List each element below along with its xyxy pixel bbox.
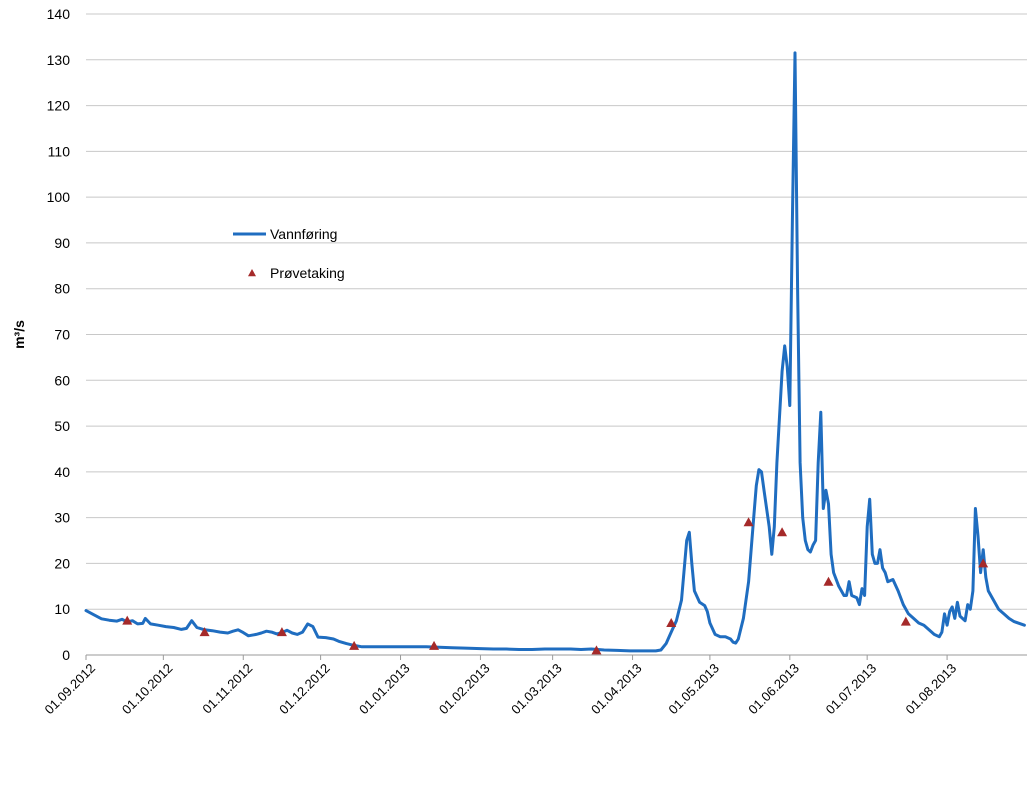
x-tick-label: 01.12.2012 <box>276 661 333 718</box>
x-tick-label: 01.01.2013 <box>356 661 413 718</box>
y-tick-label: 10 <box>54 601 70 617</box>
x-tick-label: 01.02.2013 <box>436 661 493 718</box>
legend-label-provetaking: Prøvetaking <box>270 265 345 281</box>
x-tick-labels: 01.09.2012 01.10.2012 01.11.2012 01.12.2012… <box>41 655 959 717</box>
sample-marker <box>429 640 440 650</box>
sample-marker <box>978 558 989 568</box>
sample-marker <box>349 640 360 650</box>
y-tick-label: 60 <box>54 372 70 388</box>
legend: Vannføring Prøvetaking <box>233 226 345 281</box>
y-tick-label: 80 <box>54 281 70 297</box>
legend-marker-swatch <box>248 269 256 277</box>
x-tick-label: 01.07.2013 <box>823 661 880 718</box>
x-tick-label: 01.05.2013 <box>665 661 722 718</box>
series-provetaking <box>122 517 989 655</box>
y-tick-label: 20 <box>54 555 70 571</box>
legend-label-vannforing: Vannføring <box>270 226 337 242</box>
sample-marker <box>743 517 754 527</box>
y-tick-label: 40 <box>54 464 70 480</box>
x-tick-label: 01.10.2012 <box>119 661 176 718</box>
sample-marker <box>823 576 834 586</box>
y-tick-label: 140 <box>47 6 71 22</box>
sample-marker <box>591 645 602 655</box>
sample-marker <box>900 616 911 626</box>
y-tick-label: 130 <box>47 52 71 68</box>
x-tick-label: 01.03.2013 <box>508 661 565 718</box>
sample-marker <box>276 627 287 637</box>
y-tick-label: 90 <box>54 235 70 251</box>
x-tick-label: 01.09.2012 <box>41 661 98 718</box>
y-axis-label: m³/s <box>11 320 27 349</box>
x-tick-label: 01.06.2013 <box>745 661 802 718</box>
y-tick-labels: 0 10 20 30 40 50 60 70 80 90 100 110 120 130 140 <box>47 6 71 663</box>
y-tick-label: 100 <box>47 189 71 205</box>
sample-marker <box>122 615 133 625</box>
sample-marker <box>199 627 210 637</box>
y-tick-label: 70 <box>54 327 70 343</box>
y-tick-label: 0 <box>62 647 70 663</box>
y-tick-label: 110 <box>48 143 71 159</box>
x-tick-label: 01.08.2013 <box>903 661 960 718</box>
y-tick-label: 120 <box>47 98 71 114</box>
y-tick-label: 50 <box>54 418 70 434</box>
series-vannforing <box>84 51 1026 653</box>
sample-marker <box>777 527 788 537</box>
vannforing-line <box>84 51 1026 653</box>
x-tick-label: 01.04.2013 <box>588 661 645 718</box>
sample-marker <box>666 617 677 627</box>
y-tick-label: 30 <box>54 510 70 526</box>
x-tick-label: 01.11.2012 <box>199 661 255 717</box>
grid-lines <box>86 13 1027 610</box>
